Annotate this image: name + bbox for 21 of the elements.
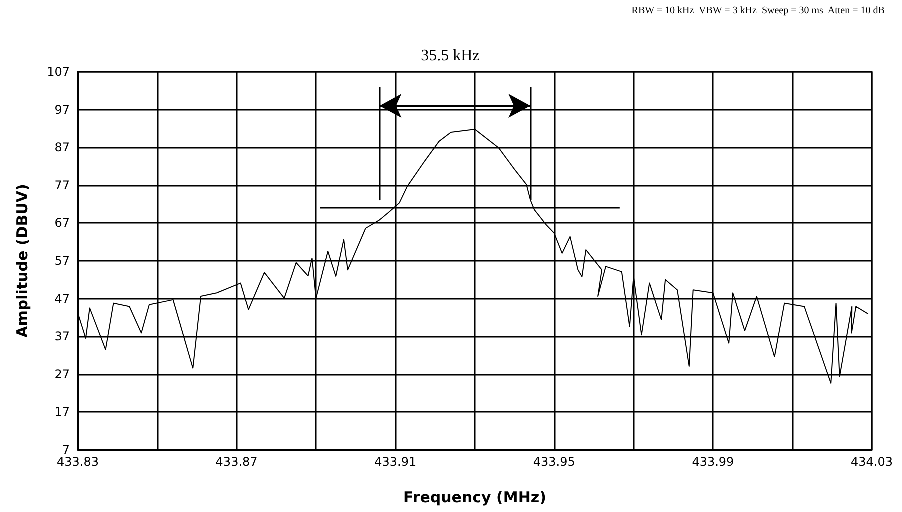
y-tick-label: 107 (47, 65, 70, 79)
x-tick-label: 433.91 (374, 455, 417, 469)
y-tick-label: 57 (54, 254, 70, 268)
y-tick-label: 47 (54, 292, 70, 306)
x-tick-label: 433.95 (533, 455, 576, 469)
x-axis-title: Frequency (MHz) (404, 488, 546, 506)
x-tick-label: 433.99 (692, 455, 734, 469)
y-tick-label: 17 (54, 405, 70, 420)
y-axis-title: Amplitude (DBUV) (14, 184, 32, 338)
y-tick-label: 37 (54, 330, 70, 344)
y-tick-label: 87 (54, 140, 70, 155)
y-tick-label: 7 (62, 443, 70, 457)
x-tick-label: 433.87 (216, 455, 258, 469)
text: RBW = 10 kHz VBW = 3 kHz Sweep = 30 ms Atten = 10 dB (632, 6, 886, 16)
x-tick-label: 433.83 (57, 455, 99, 469)
text: 35.5 kHz (421, 48, 480, 64)
y-tick-label: 27 (54, 367, 70, 382)
y-tick-label: 97 (54, 102, 70, 117)
y-tick-label: 67 (54, 216, 70, 230)
y-tick-label: 77 (54, 178, 70, 192)
x-tick-label: 434.03 (851, 455, 893, 469)
